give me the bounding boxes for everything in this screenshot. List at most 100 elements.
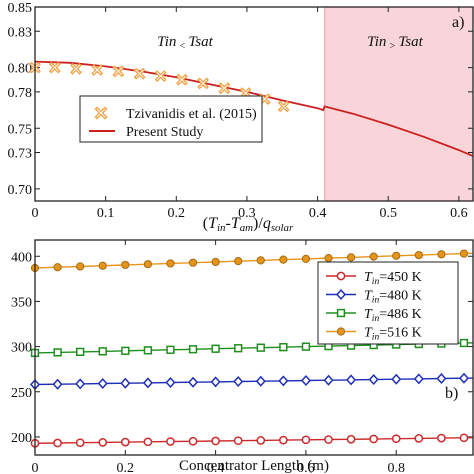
tzivanidis-point: [197, 77, 210, 90]
panel-a-xtick-label: 0.2: [168, 206, 186, 221]
series-point-0: [279, 435, 288, 445]
panel-a-frame: [34, 6, 474, 202]
series-point-1: [300, 375, 311, 387]
series-point-3: [324, 254, 333, 263]
series-point-0: [391, 434, 401, 444]
legend-label-1: Tin=480 K: [364, 289, 422, 306]
series-point-0: [459, 433, 469, 443]
series-point-3: [437, 250, 446, 259]
series-point-3: [166, 259, 175, 268]
series-point-0: [166, 437, 175, 446]
panel-a-xtick-label: 0: [32, 206, 39, 221]
series-point-3: [459, 249, 469, 258]
panel-a-gridticks: 0 0.1 0.2 0.3 0.4 0.5 0.6 0.70 0.73 0.75 0.78 0.80 0…: [8, 1, 473, 221]
legend-label-tzivanidis: Tzivanidis et al. (2015): [126, 107, 257, 122]
series-point-0: [75, 438, 85, 448]
series-point-1: [75, 378, 86, 390]
tzivanidis-point: [175, 73, 188, 86]
panel-b-xtick-label: 0: [32, 461, 39, 474]
panel-a-xtick-label: 0.1: [97, 206, 115, 221]
panel-a-xtick-label: 0.4: [309, 206, 327, 221]
present-study-line: [34, 60, 474, 157]
series-point-1: [391, 373, 402, 385]
tzivanidis-point: [112, 65, 125, 78]
series-point-2: [53, 348, 62, 357]
series-point-3: [211, 257, 220, 267]
panel-b-ytick-label: 400: [11, 250, 32, 265]
series-point-3: [414, 250, 423, 260]
panel-b-frame: [34, 239, 474, 456]
panel-b-xtick-label: 0.8: [387, 461, 405, 474]
panel-b-label: b): [445, 385, 458, 402]
series-point-3: [121, 260, 130, 270]
series-point-0: [437, 433, 446, 443]
tzivanidis-point: [70, 62, 82, 75]
legend-label-3: Tin=516 K: [364, 326, 422, 343]
series-point-2: [166, 345, 175, 354]
series-point-3: [301, 254, 311, 263]
series-point-0: [414, 434, 424, 443]
panel-b-ytick-label: 350: [11, 295, 32, 310]
series-point-1: [255, 375, 266, 387]
series-point-3: [98, 261, 107, 270]
series-point-0: [53, 438, 62, 448]
series-point-2: [234, 344, 243, 353]
series-point-0: [143, 437, 153, 447]
legend-marker-1: [335, 288, 347, 301]
series-point-1: [188, 376, 199, 388]
legend-marker-tzivanidis: [94, 106, 108, 120]
legend-label-0: Tin=450 K: [364, 270, 422, 287]
legend-label-present-study: Present Study: [126, 125, 203, 140]
tzivanidis-point: [239, 87, 252, 100]
panel-a-ytick-label: 0.85: [8, 1, 33, 16]
series-point-3: [392, 251, 401, 260]
series-point-1: [323, 374, 334, 386]
panel-b-ytick-label: 250: [11, 386, 32, 401]
legend-marker-3: [336, 327, 346, 336]
series-point-0: [256, 436, 266, 445]
series-point-2: [188, 345, 198, 354]
series-point-0: [324, 435, 333, 444]
series-point-2: [256, 343, 265, 352]
series-point-1: [346, 374, 357, 386]
series-point-3: [346, 253, 356, 262]
region-label-left: Tin < Tsat: [157, 34, 213, 52]
panel-b: 0 0.2 0.4 0.6 0.8 200 250 300 350 400 b) Tin=450 …: [11, 239, 474, 474]
series-point-2: [121, 346, 130, 355]
panel-a-shaded-region: [324, 7, 473, 201]
tzivanidis-point: [133, 67, 146, 80]
panel-a-series: [29, 60, 474, 157]
series-point-0: [369, 434, 379, 444]
tzivanidis-point: [218, 82, 231, 95]
panel-a-legend: Tzivanidis et al. (2015) Present Study: [79, 95, 263, 143]
panel-a-xtick-label: 0.6: [450, 206, 468, 221]
tzivanidis-point: [48, 61, 61, 74]
series-point-0: [188, 436, 198, 446]
panel-b-gridticks: 0 0.2 0.4 0.6 0.8 200 250 300 350 400: [11, 240, 473, 474]
series-point-1: [120, 377, 131, 389]
panel-a-ytick-label: 0.70: [8, 183, 33, 198]
panel-a: 0 0.1 0.2 0.3 0.4 0.5 0.6 0.70 0.73 0.75 0.78 0.80 0…: [8, 1, 474, 234]
tzivanidis-point: [154, 70, 167, 83]
panel-b-xlabel: Concentrator Length (m): [179, 458, 329, 474]
series-point-0: [233, 436, 243, 446]
panel-a-xtick-label: 0.5: [379, 206, 397, 221]
series-point-3: [188, 258, 198, 267]
panel-b-ytick-label: 300: [11, 341, 32, 356]
series-point-2: [301, 342, 311, 351]
series-point-2: [459, 338, 469, 348]
panel-a-ytick-label: 0.75: [8, 122, 33, 137]
panel-a-xlabel: (Tin-Tam)/qsolar: [203, 215, 294, 234]
panel-a-xtick-label: 0.3: [238, 206, 256, 221]
panel-a-ytick-label: 0.83: [8, 25, 33, 40]
series-point-2: [211, 344, 220, 353]
legend-marker-0: [336, 271, 346, 281]
series-point-0: [98, 438, 108, 447]
series-point-0: [120, 437, 130, 447]
series-point-1: [165, 377, 176, 389]
series-point-2: [98, 347, 107, 356]
panel-b-xtick-label: 0.4: [207, 461, 225, 474]
series-point-2: [76, 347, 85, 357]
